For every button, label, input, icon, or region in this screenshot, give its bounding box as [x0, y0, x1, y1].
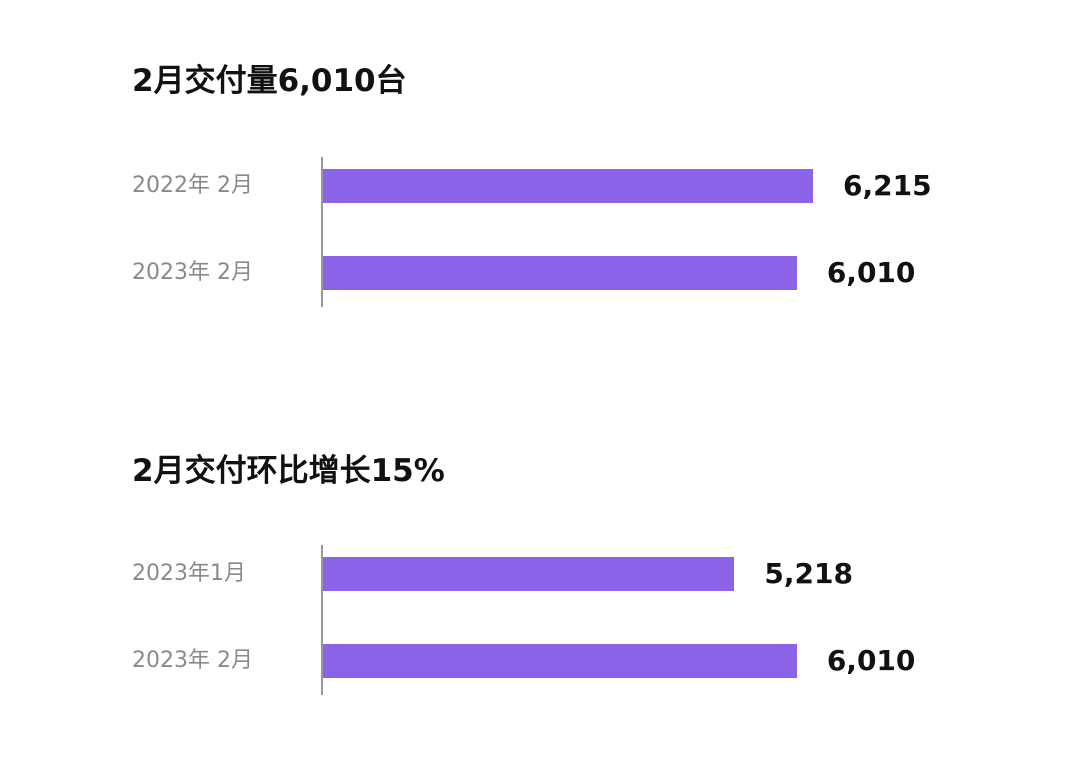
chart-title: 2月交付量6,010台 — [132, 63, 407, 99]
category-label: 2023年 2月 — [132, 260, 253, 285]
category-label: 2022年 2月 — [132, 173, 253, 198]
y-axis-line — [321, 157, 323, 307]
y-axis-line — [321, 545, 323, 695]
bar — [323, 256, 797, 290]
data-label: 6,010 — [826, 644, 916, 677]
chart-title: 2月交付环比增长15% — [132, 453, 445, 489]
data-label: 5,218 — [764, 557, 853, 590]
data-label: 6,010 — [826, 256, 916, 289]
data-label: 6,215 — [843, 169, 932, 202]
category-label: 2023年1月 — [132, 561, 246, 586]
bar — [323, 169, 813, 203]
category-label: 2023年 2月 — [132, 648, 253, 673]
bar — [323, 644, 797, 678]
bar — [323, 557, 735, 591]
